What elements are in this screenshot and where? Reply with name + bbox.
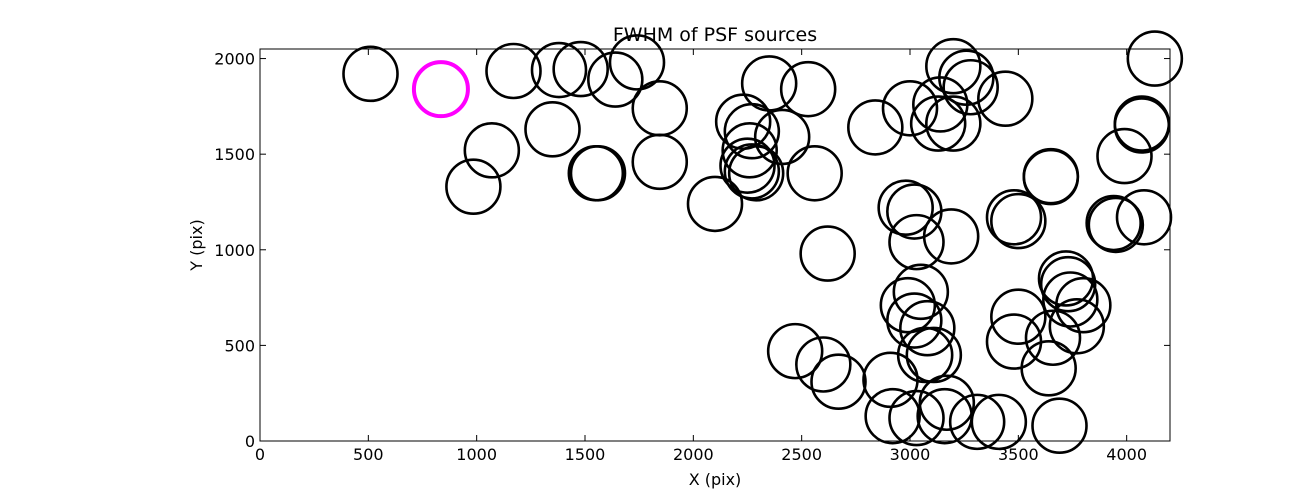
x-axis-label: X (pix): [689, 470, 742, 489]
source-point: [1024, 309, 1082, 367]
source-point: [925, 37, 982, 95]
source-point: [990, 288, 1047, 346]
source-point: [985, 188, 1043, 246]
source-point: [1087, 196, 1145, 254]
plot-area: [260, 49, 1170, 441]
source-point: [740, 55, 798, 112]
source-point: [463, 122, 521, 179]
source-point: [847, 99, 904, 156]
x-tick-label: 1500: [565, 445, 606, 464]
source-point: [445, 158, 502, 215]
source-point: [524, 101, 581, 158]
source-point: [779, 60, 837, 118]
source-point: [888, 389, 945, 447]
x-tick-label: 3500: [998, 445, 1039, 464]
source-point: [1031, 397, 1088, 455]
source-point: [886, 292, 943, 349]
source-point: [766, 322, 824, 380]
source-point: [922, 208, 980, 265]
source-point: [795, 336, 852, 393]
y-tick-label: 1000: [214, 241, 255, 260]
source-point: [1039, 255, 1097, 313]
source-point: [587, 51, 644, 108]
source-point: [909, 95, 967, 152]
source-point: [1085, 194, 1142, 252]
source-point: [686, 175, 744, 233]
source-point: [990, 192, 1047, 250]
source-point: [938, 49, 995, 106]
axis-ticks: 0 500 1000 1500 2000 2500 3000 3500 4000 0 500 1000…: [214, 49, 1170, 464]
source-point: [862, 351, 919, 409]
x-tick-label: 2500: [781, 445, 822, 464]
x-tick-label: 1000: [456, 445, 497, 464]
source-point: [888, 213, 945, 271]
x-tick-label: 0: [255, 445, 265, 464]
source-point: [721, 122, 778, 179]
source-point: [864, 387, 921, 445]
source-point: [1113, 97, 1171, 154]
highlighted-source-point: [411, 60, 470, 119]
source-point: [1020, 340, 1077, 397]
y-axis-label: Y (pix): [187, 219, 206, 271]
source-point: [631, 133, 689, 191]
source-point: [942, 58, 999, 116]
source-point: [786, 144, 843, 202]
y-tick-label: 1500: [214, 145, 255, 164]
source-point: [530, 41, 588, 99]
x-tick-label: 3000: [890, 445, 931, 464]
source-point: [881, 79, 939, 137]
y-tick-label: 500: [224, 336, 255, 355]
source-point: [1037, 250, 1095, 307]
source-point: [1042, 271, 1099, 328]
source-point: [1048, 297, 1106, 355]
source-point: [905, 326, 963, 384]
source-point: [1055, 276, 1112, 334]
source-point: [1115, 188, 1173, 246]
x-tick-label: 4000: [1106, 445, 1147, 464]
source-point: [948, 393, 1006, 451]
source-point: [753, 108, 811, 166]
x-tick-label: 500: [353, 445, 384, 464]
source-point: [1126, 30, 1184, 87]
source-point: [892, 263, 950, 321]
x-tick-label: 2000: [673, 445, 714, 464]
source-point: [552, 40, 609, 98]
source-point: [877, 179, 934, 237]
plot-frame: [259, 48, 1171, 442]
source-point: [977, 70, 1034, 128]
source-point: [879, 276, 937, 334]
source-point: [970, 393, 1028, 451]
source-point: [799, 225, 856, 282]
source-point: [810, 353, 867, 411]
source-point: [899, 299, 956, 357]
source-point: [719, 137, 776, 194]
y-tick-label: 2000: [214, 50, 255, 69]
source-point: [1022, 147, 1080, 205]
source-point: [608, 34, 666, 91]
source-point: [1096, 127, 1153, 185]
data-marks: [342, 30, 1184, 455]
source-point: [485, 42, 542, 100]
source-point: [723, 143, 781, 200]
source-point: [342, 45, 399, 103]
y-tick-label: 0: [245, 432, 255, 451]
source-point: [925, 95, 982, 152]
chart-title: FWHM of PSF sources: [613, 24, 817, 46]
source-point: [569, 144, 627, 202]
